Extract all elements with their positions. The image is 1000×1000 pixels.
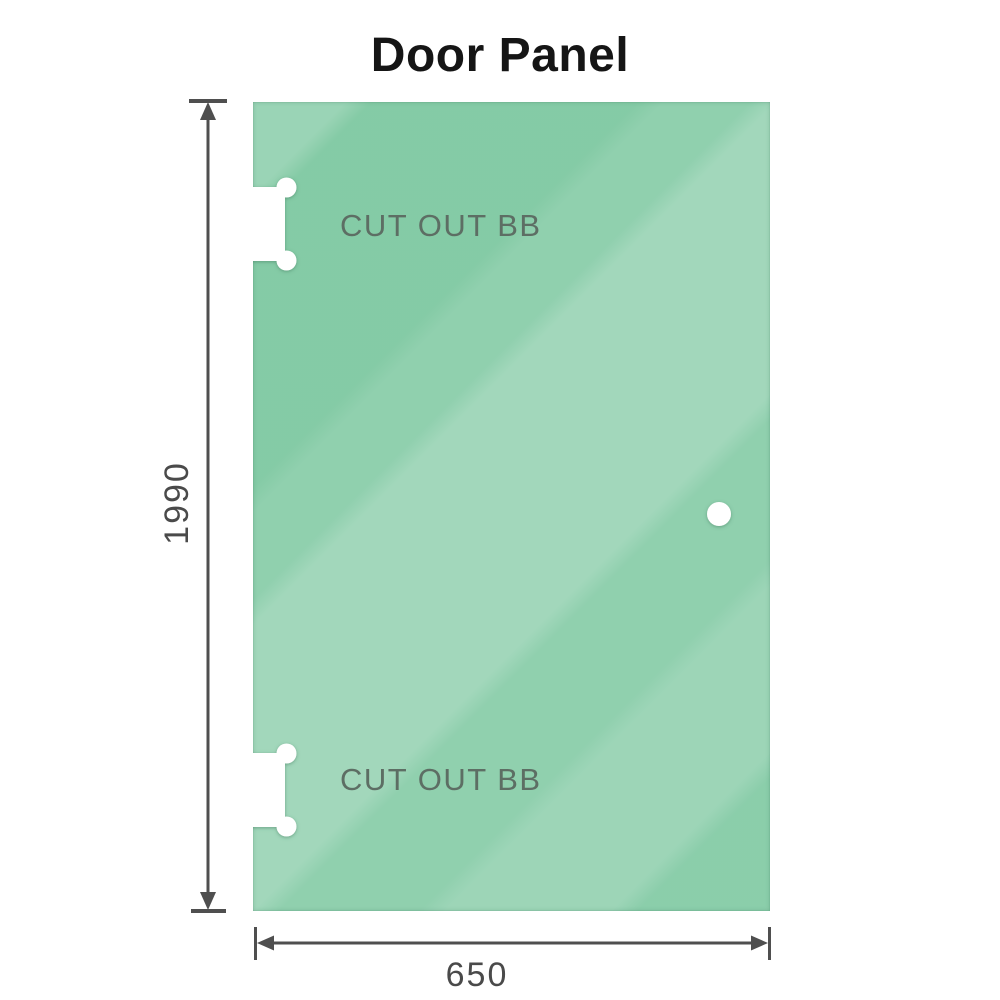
height-dim-arrow-bottom	[200, 892, 216, 910]
width-dimension-label: 650	[445, 956, 509, 994]
width-dim-arrow-left	[257, 935, 274, 951]
height-dimension-label: 1990	[158, 461, 196, 545]
handle-hole	[707, 502, 731, 526]
width-dim-arrow-right	[751, 935, 768, 951]
height-dim-arrow-top	[200, 102, 216, 120]
hinge-cutout-bottom	[253, 743, 297, 837]
hinge-cutout-top	[253, 177, 297, 271]
cutout-label-top: CUT OUT BB	[340, 208, 542, 243]
glass-panel: CUT OUT BB CUT OUT BB	[253, 102, 770, 911]
diagram-title: Door Panel	[370, 29, 630, 82]
panel-features-svg	[253, 177, 731, 837]
cutout-label-bottom: CUT OUT BB	[340, 762, 542, 797]
